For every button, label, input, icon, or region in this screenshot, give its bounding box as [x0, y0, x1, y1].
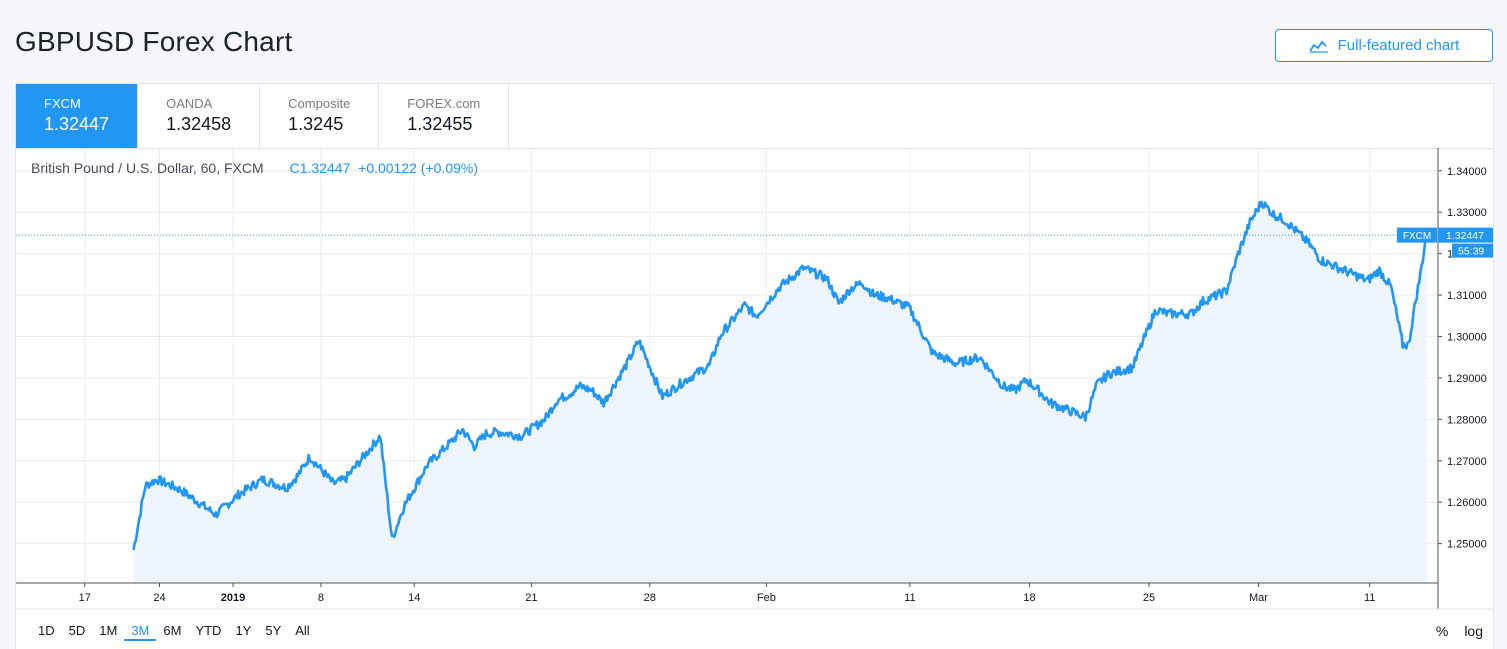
tab-forexcom[interactable]: FOREX.com 1.32455	[379, 84, 510, 148]
price-tag-box	[1438, 227, 1493, 243]
y-tick-label: 1.26000	[1447, 497, 1487, 509]
x-tick-label: 2019	[221, 592, 245, 604]
x-tick-label: 18	[1023, 592, 1035, 604]
y-tick-label: 1.31000	[1447, 290, 1487, 302]
page-title: GBPUSD Forex Chart	[15, 26, 293, 57]
x-tick-label: Feb	[757, 592, 776, 604]
tab-composite[interactable]: Composite 1.3245	[260, 84, 380, 148]
legend-ohlc: C1.32447 +0.00122 (+0.09%)	[289, 160, 479, 176]
tab-fxcm[interactable]: FXCM 1.32447	[16, 84, 139, 148]
y-tick-label: 1.29000	[1447, 373, 1487, 385]
x-tick-label: 28	[644, 592, 656, 604]
source-tabs: FXCM 1.32447 OANDA 1.32458 Composite 1.3…	[16, 84, 510, 148]
x-tick-label: 8	[318, 592, 324, 604]
price-chart[interactable]: 1.25000 1.26000 1.27000 1.28000 1.29000 1.300…	[16, 148, 1493, 620]
percent-scale-toggle[interactable]: %	[1435, 623, 1449, 639]
tab-fxcm-value: 1.32447	[44, 114, 110, 134]
x-tick-label: 14	[408, 592, 420, 604]
legend-symbol: British Pound / U.S. Dollar, 60, FXCM	[31, 160, 264, 176]
tab-forexcom-name: FOREX.com	[407, 96, 481, 111]
x-tick-label: 21	[525, 592, 537, 604]
tab-composite-value: 1.3245	[288, 114, 344, 134]
range-selector: 1D 5D 1M 3M 6M YTD 1Y 5Y All	[31, 623, 317, 641]
price-area-fill	[133, 202, 1427, 583]
y-tick-label: 1.30000	[1447, 332, 1487, 344]
y-tick-label: 1.33000	[1447, 207, 1487, 219]
chart-line-icon	[1308, 40, 1328, 53]
tab-forexcom-value: 1.32455	[407, 114, 473, 134]
price-line	[132, 200, 1428, 551]
x-tick-label: 11	[904, 592, 915, 604]
x-tick-label: 24	[153, 592, 165, 604]
range-1y[interactable]: 1Y	[235, 623, 252, 638]
full-featured-chart-button[interactable]: Full-featured chart	[1275, 29, 1493, 62]
tab-composite-name: Composite	[288, 96, 351, 111]
range-1d[interactable]: 1D	[38, 623, 55, 638]
tab-oanda[interactable]: OANDA 1.32458	[138, 84, 261, 148]
price-tag-source-box	[1397, 227, 1437, 243]
y-tick-label: 1.27000	[1447, 456, 1487, 468]
price-tag-source: FXCM	[1403, 231, 1431, 242]
range-ytd[interactable]: YTD	[195, 623, 222, 638]
y-tick-label: 1.28000	[1447, 414, 1487, 426]
range-all[interactable]: All	[295, 623, 310, 638]
price-tag-value: 1.32447	[1446, 230, 1484, 242]
y-tick-label: 1.25000	[1447, 539, 1487, 551]
range-5d[interactable]: 5D	[68, 623, 86, 638]
range-5y[interactable]: 5Y	[265, 623, 282, 638]
tabs-divider	[16, 148, 1493, 149]
x-tick-label: 25	[1143, 592, 1155, 604]
x-tick-label: 11	[1364, 592, 1375, 604]
chart-card: FXCM 1.32447 OANDA 1.32458 Composite 1.3…	[15, 83, 1494, 649]
tab-oanda-value: 1.32458	[166, 114, 232, 134]
log-scale-toggle[interactable]: log	[1464, 623, 1483, 639]
countdown-value: 55:39	[1458, 246, 1484, 258]
countdown-box	[1452, 243, 1493, 258]
tab-fxcm-name: FXCM	[44, 96, 81, 111]
tab-oanda-name: OANDA	[166, 96, 213, 111]
chart-legend: British Pound / U.S. Dollar, 60, FXCM C1…	[31, 160, 478, 176]
x-tick-label: 17	[79, 592, 91, 604]
range-3m[interactable]: 3M	[124, 623, 157, 641]
full-featured-chart-label: Full-featured chart	[1337, 37, 1460, 54]
y-tick-label: 1.34000	[1447, 166, 1487, 178]
scale-options: % log	[1436, 623, 1483, 639]
x-tick-label: Mar	[1249, 592, 1268, 604]
range-1m[interactable]: 1M	[99, 623, 118, 638]
range-6m[interactable]: 6M	[163, 623, 182, 638]
